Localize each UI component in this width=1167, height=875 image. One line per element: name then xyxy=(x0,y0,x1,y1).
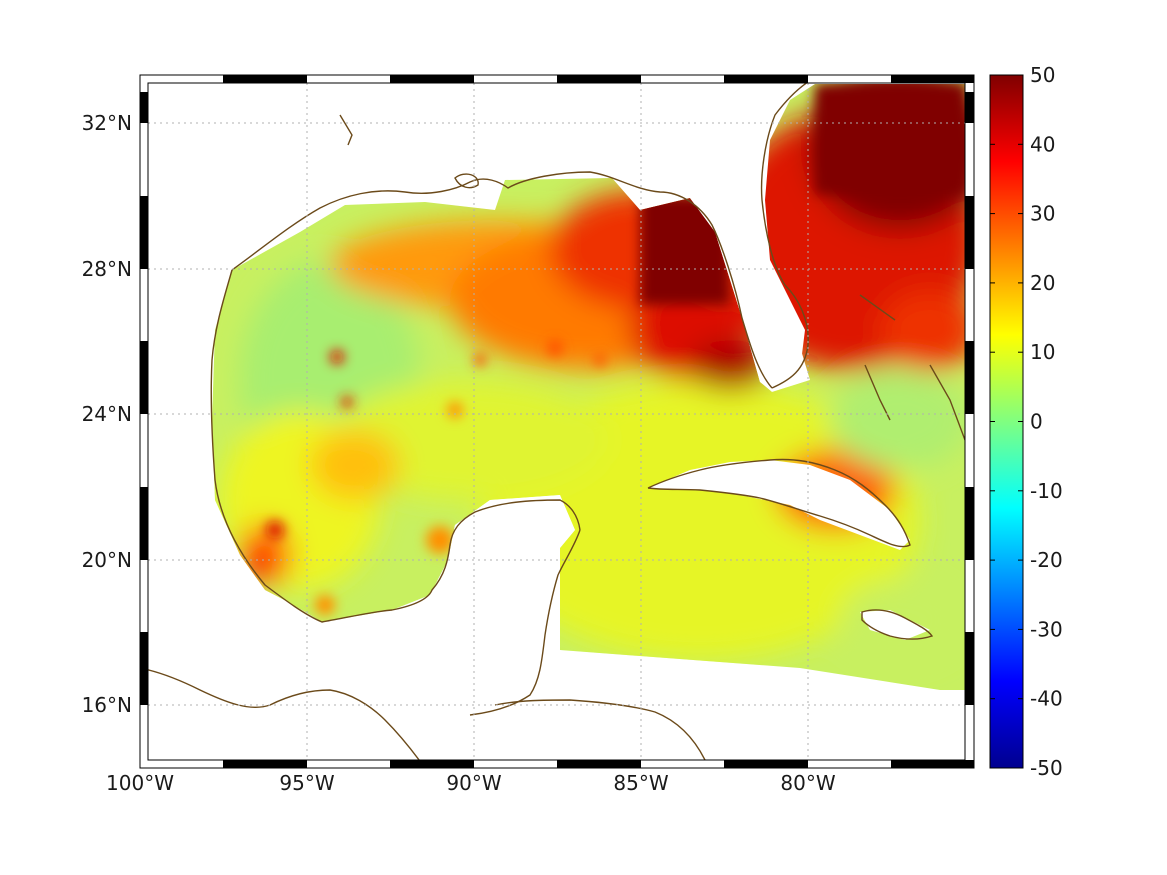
lon-tick-label: 85°W xyxy=(613,771,668,795)
lat-tick-label: 32°N xyxy=(82,111,132,135)
lat-tick-label: 16°N xyxy=(82,693,132,717)
longitude-tick-labels: 100°W 95°W 90°W 85°W 80°W xyxy=(106,771,836,795)
map-frame xyxy=(139,74,975,769)
colorbar-tick-label: -20 xyxy=(1030,548,1063,572)
colorbar-tick-label: 0 xyxy=(1030,410,1043,434)
coastline xyxy=(148,83,965,760)
map-grid xyxy=(148,83,965,760)
colorbar-tick-label: 50 xyxy=(1030,63,1055,87)
colorbar-tick-label: -10 xyxy=(1030,479,1063,503)
colorbar-tick-label: -30 xyxy=(1030,617,1063,641)
colorbar-tick-label: 20 xyxy=(1030,271,1055,295)
lon-tick-label: 95°W xyxy=(279,771,334,795)
lon-tick-label: 90°W xyxy=(446,771,501,795)
colorbar: 50 40 30 20 10 0 -10 -20 -30 -40 -50 xyxy=(989,63,1063,780)
latitude-tick-labels: 16°N 20°N 24°N 28°N 32°N xyxy=(82,111,132,717)
colorbar-tick-label: 10 xyxy=(1030,340,1055,364)
lat-tick-label: 24°N xyxy=(82,402,132,426)
lon-tick-label: 100°W xyxy=(106,771,174,795)
colorbar-tick-label: -50 xyxy=(1030,756,1063,780)
colorbar-gradient xyxy=(989,74,1024,769)
sst-anomaly-field xyxy=(212,84,965,690)
lat-tick-label: 20°N xyxy=(82,548,132,572)
colorbar-tick-label: 40 xyxy=(1030,132,1055,156)
colorbar-tick-label: 30 xyxy=(1030,202,1055,226)
lat-tick-label: 28°N xyxy=(82,257,132,281)
lon-tick-label: 80°W xyxy=(780,771,835,795)
colorbar-tick-label: -40 xyxy=(1030,687,1063,711)
